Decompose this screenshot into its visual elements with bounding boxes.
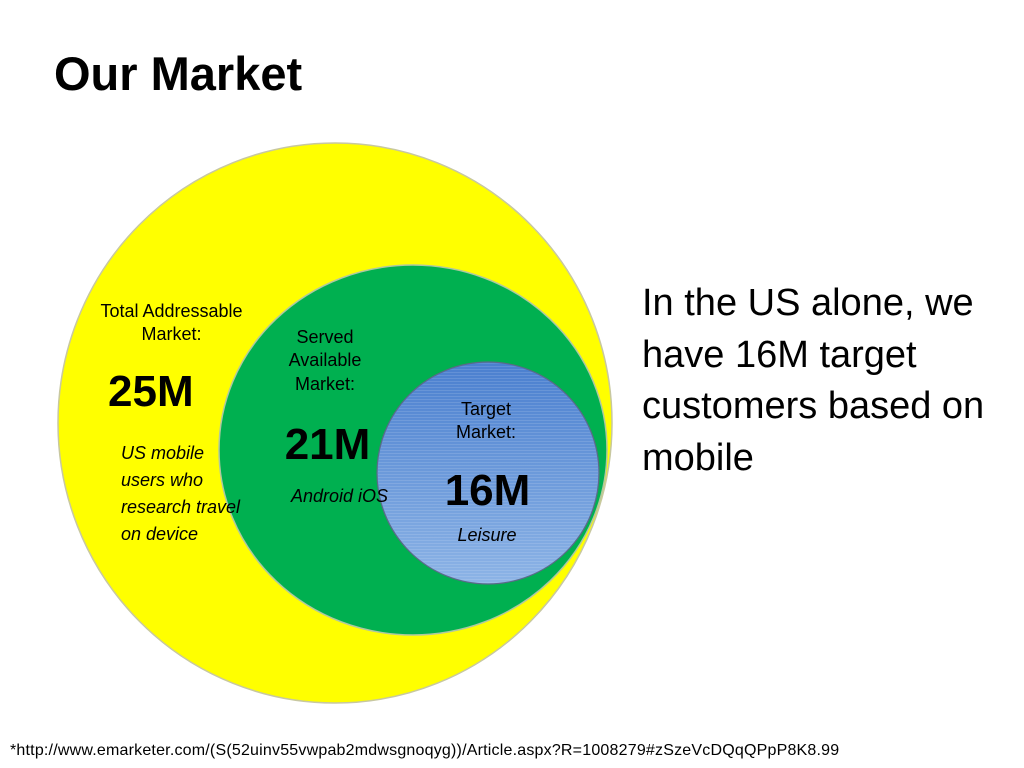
total-market-description: US mobile users who research travel on d… (121, 443, 241, 544)
served-market-value: 21M (284, 420, 371, 469)
total-market-value: 25M (108, 367, 194, 416)
target-market-texture (378, 363, 598, 583)
target-market-value: 16M (444, 466, 531, 515)
total-market-caption: Total Addressable Market: (100, 301, 243, 345)
served-market-caption: Served Available Market: (288, 327, 362, 394)
source-footnote: *http://www.emarketer.com/(S(52uinv55vwp… (10, 742, 840, 759)
target-market-caption: Target Market: (455, 399, 516, 443)
served-market-description: Android iOS (291, 486, 389, 506)
market-summary-text: In the US alone, we have 16M target cust… (642, 282, 985, 480)
slide-title: Our Market (54, 47, 303, 100)
target-market-description: Leisure (457, 525, 517, 545)
